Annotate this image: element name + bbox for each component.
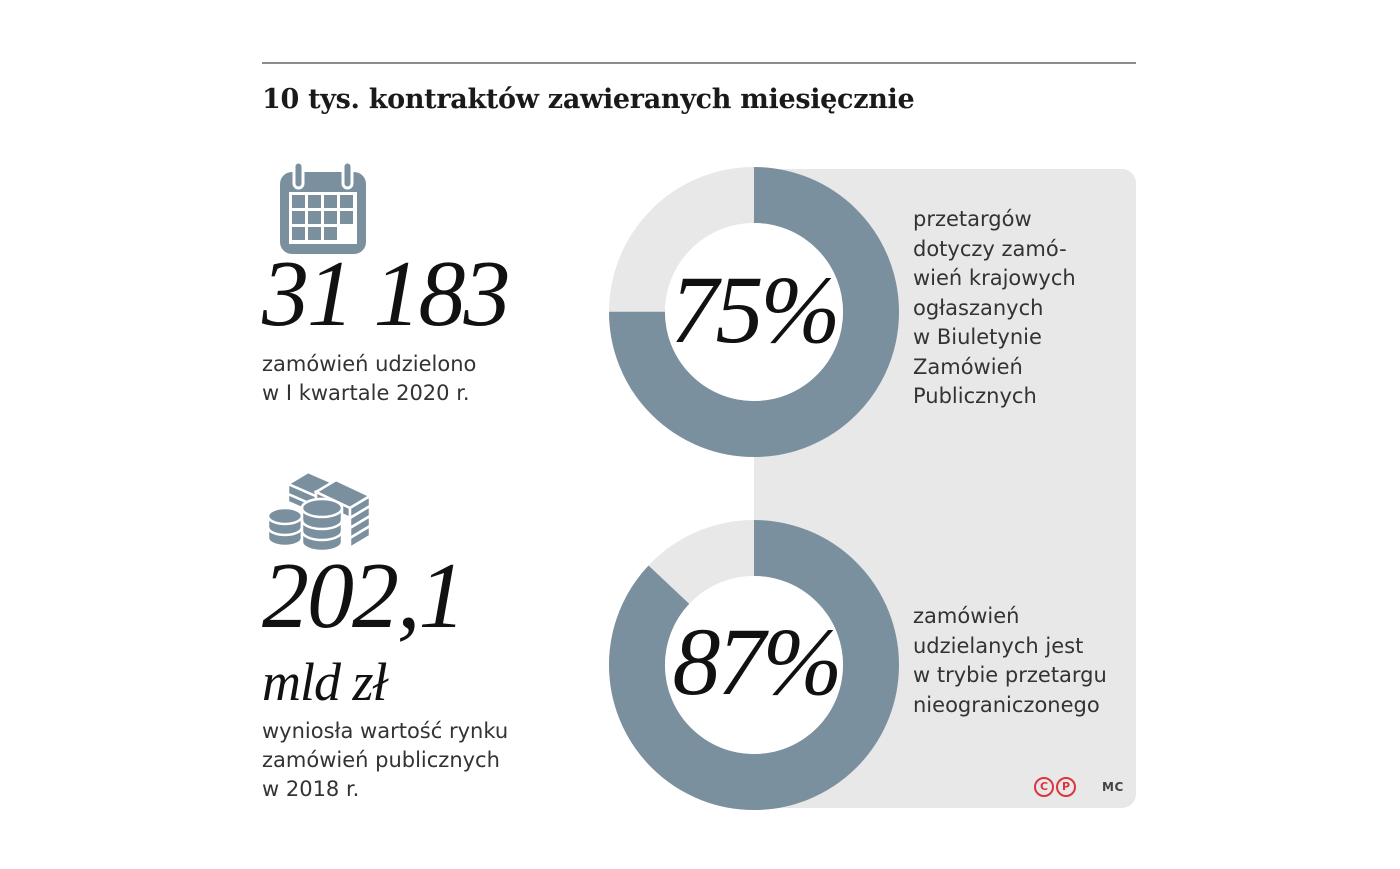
publisher-logo: C P xyxy=(1034,777,1076,797)
desc-line: w Biuletynie xyxy=(913,325,1042,349)
desc-line: zamówień publicznych xyxy=(262,748,500,772)
desc-line: Zamówień xyxy=(913,354,1023,379)
market-value-unit: mld zł xyxy=(262,652,388,712)
desc-line: ogłaszanych xyxy=(913,295,1044,320)
donut-chart-75 xyxy=(609,167,899,457)
market-value-description: wyniosła wartość rynku zamówień publiczn… xyxy=(262,717,508,804)
desc-line: przetargów xyxy=(913,207,1032,231)
top-rule xyxy=(262,62,1136,64)
donut-87-description: zamówień udzielanych jest w trybie przet… xyxy=(913,602,1107,720)
publisher-p-icon: P xyxy=(1056,777,1076,797)
desc-line: w I kwartale 2020 r. xyxy=(262,381,470,405)
money-stack-icon xyxy=(266,470,373,553)
copyright-icon: C xyxy=(1034,777,1054,797)
desc-line: wień krajowych xyxy=(913,266,1076,290)
desc-line: zamówień udzielono xyxy=(262,352,477,376)
donut-75-label: 75% xyxy=(670,256,841,363)
market-value: 202,1 xyxy=(262,544,465,648)
desc-line: w 2018 r. xyxy=(262,777,360,801)
desc-line: nieograniczonego xyxy=(913,692,1100,717)
donut-87-label: 87% xyxy=(672,608,843,715)
desc-line: udzielanych jest xyxy=(913,633,1084,658)
desc-line: dotyczy zamó- xyxy=(913,236,1067,261)
donut-75-description: przetargów dotyczy zamó- wień krajowych … xyxy=(913,205,1076,412)
author-initials: MC xyxy=(1102,780,1124,794)
desc-line: zamówień xyxy=(913,604,1020,628)
page-title: 10 tys. kontraktów zawieranych miesięczn… xyxy=(262,84,915,115)
calendar-icon xyxy=(280,160,366,254)
desc-line: w trybie przetargu xyxy=(913,663,1107,687)
orders-count-description: zamówień udzielono w I kwartale 2020 r. xyxy=(262,350,476,408)
orders-count-value: 31 183 xyxy=(262,242,510,346)
donut-chart-87 xyxy=(609,520,899,810)
desc-line: wyniosła wartość rynku xyxy=(262,719,509,743)
desc-line: Publicznych xyxy=(913,384,1037,408)
